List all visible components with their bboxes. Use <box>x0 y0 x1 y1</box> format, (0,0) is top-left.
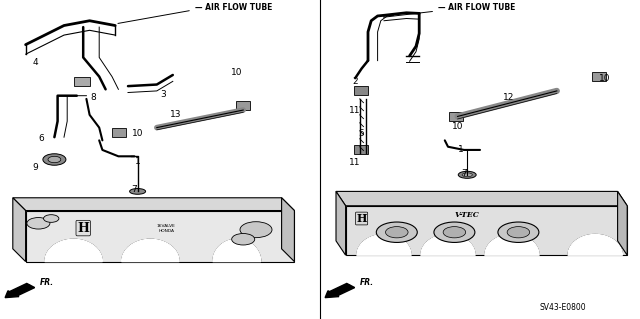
Circle shape <box>376 222 417 242</box>
Circle shape <box>507 226 530 238</box>
Polygon shape <box>26 211 294 262</box>
Text: 4: 4 <box>33 58 38 67</box>
Polygon shape <box>13 198 294 211</box>
Circle shape <box>385 226 408 238</box>
FancyArrow shape <box>5 283 35 298</box>
Polygon shape <box>346 206 627 255</box>
Text: 16VALVE
HONDA: 16VALVE HONDA <box>157 224 176 233</box>
Polygon shape <box>13 198 26 262</box>
Text: V-TEC: V-TEC <box>455 211 479 219</box>
Text: 2: 2 <box>353 77 358 86</box>
Text: 5: 5 <box>359 130 364 138</box>
Bar <box>354 145 368 154</box>
Polygon shape <box>282 198 294 262</box>
Text: FR.: FR. <box>40 278 54 287</box>
Text: 11: 11 <box>349 106 361 115</box>
Bar <box>112 128 126 137</box>
Bar <box>236 101 250 110</box>
Text: 3: 3 <box>161 90 166 99</box>
Text: 10: 10 <box>452 122 463 130</box>
Text: 1: 1 <box>458 145 463 154</box>
Bar <box>74 77 90 86</box>
Text: 10: 10 <box>231 68 243 77</box>
Circle shape <box>443 226 466 238</box>
Text: 7: 7 <box>461 169 467 178</box>
Circle shape <box>43 154 66 165</box>
FancyArrow shape <box>325 283 355 298</box>
Ellipse shape <box>458 171 476 178</box>
Circle shape <box>498 222 539 242</box>
Polygon shape <box>45 239 102 262</box>
Ellipse shape <box>462 173 472 177</box>
Polygon shape <box>485 234 540 255</box>
Polygon shape <box>212 239 261 262</box>
Text: H: H <box>356 213 367 224</box>
Text: 10: 10 <box>132 129 143 138</box>
Text: FR.: FR. <box>360 278 374 287</box>
Circle shape <box>44 215 59 222</box>
Circle shape <box>240 222 272 238</box>
Circle shape <box>232 234 255 245</box>
Bar <box>354 86 368 95</box>
Text: 11: 11 <box>349 158 361 167</box>
Text: — AIR FLOW TUBE: — AIR FLOW TUBE <box>195 3 273 11</box>
Polygon shape <box>618 191 627 255</box>
Circle shape <box>27 218 50 229</box>
Ellipse shape <box>129 189 146 194</box>
Polygon shape <box>122 239 179 262</box>
Text: 12: 12 <box>503 93 515 102</box>
Text: 1: 1 <box>135 157 140 166</box>
Polygon shape <box>336 191 627 206</box>
Polygon shape <box>568 234 622 255</box>
Text: 6: 6 <box>39 134 44 143</box>
Text: SV43-E0800: SV43-E0800 <box>540 303 586 312</box>
Text: 8: 8 <box>90 93 95 102</box>
Text: 9: 9 <box>33 163 38 172</box>
Polygon shape <box>421 234 475 255</box>
Text: — AIR FLOW TUBE: — AIR FLOW TUBE <box>438 4 516 12</box>
Text: H: H <box>77 222 89 234</box>
Circle shape <box>434 222 475 242</box>
Polygon shape <box>336 191 346 255</box>
Polygon shape <box>357 234 412 255</box>
Text: 10: 10 <box>599 74 611 83</box>
Circle shape <box>48 156 61 163</box>
Text: 13: 13 <box>170 110 182 119</box>
Bar <box>449 112 463 121</box>
Text: 7: 7 <box>132 185 137 194</box>
Bar <box>592 72 606 81</box>
